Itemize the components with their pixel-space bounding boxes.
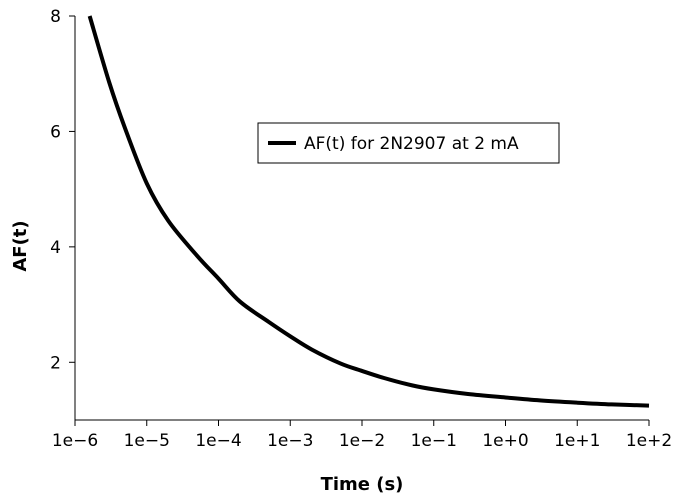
x-tick-label: 1e+2 bbox=[626, 431, 672, 451]
y-tick-label: 4 bbox=[50, 238, 61, 258]
y-tick-label: 8 bbox=[50, 7, 61, 27]
legend-label: AF(t) for 2N2907 at 2 mA bbox=[304, 134, 519, 154]
axis-ticks: 1e−6 1e−5 1e−4 1e−3 1e−2 1e−1 1e+0 1e+1 1e+2 2 4 6 8 bbox=[50, 7, 672, 451]
x-tick-label: 1e+1 bbox=[554, 431, 600, 451]
x-tick-label: 1e+0 bbox=[482, 431, 528, 451]
series-line bbox=[87, 15, 650, 408]
x-axis-title: Time (s) bbox=[321, 474, 404, 494]
series-layer bbox=[87, 15, 650, 408]
x-tick-label: 1e−6 bbox=[52, 431, 98, 451]
x-tick-label: 1e−4 bbox=[195, 431, 241, 451]
y-tick-label: 2 bbox=[50, 353, 61, 373]
plot-area bbox=[74, 16, 649, 421]
x-tick-label: 1e−1 bbox=[411, 431, 457, 451]
y-axis-title: AF(t) bbox=[10, 220, 31, 271]
x-tick-label: 1e−5 bbox=[124, 431, 170, 451]
legend-box bbox=[257, 122, 560, 164]
y-tick-label: 6 bbox=[50, 122, 61, 142]
legend: AF(t) for 2N2907 at 2 mA bbox=[257, 122, 560, 164]
x-tick-label: 1e−2 bbox=[339, 431, 385, 451]
x-tick-label: 1e−3 bbox=[267, 431, 313, 451]
